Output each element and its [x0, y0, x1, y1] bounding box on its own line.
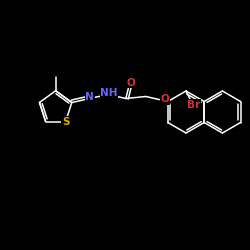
- Text: O: O: [126, 78, 135, 88]
- Text: Br: Br: [188, 100, 200, 110]
- Text: N: N: [86, 92, 94, 102]
- Text: NH: NH: [100, 88, 117, 98]
- Text: S: S: [62, 116, 70, 126]
- Text: O: O: [160, 94, 169, 104]
